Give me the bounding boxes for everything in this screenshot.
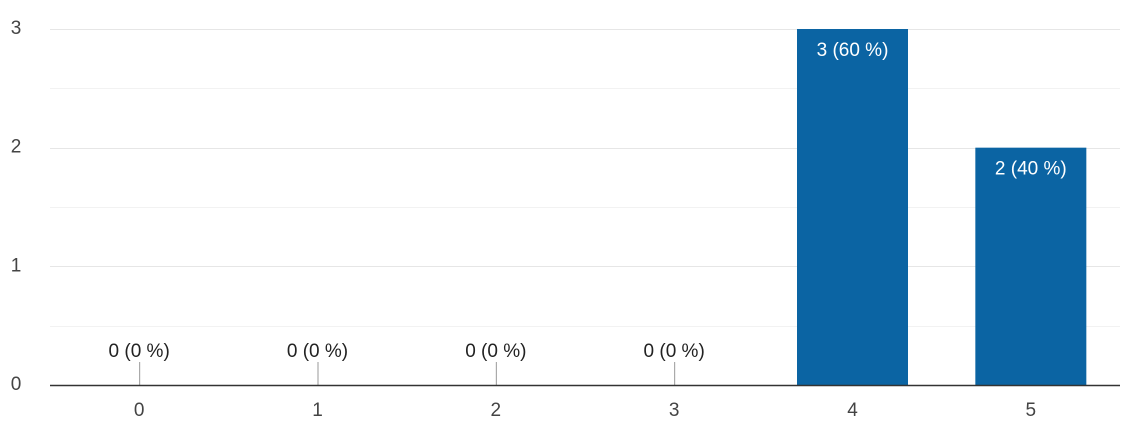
- bar-value-label: 0 (0 %): [109, 341, 170, 362]
- y-tick-label: 3: [11, 18, 22, 39]
- bar: [975, 147, 1087, 385]
- y-tick-label: 1: [11, 255, 22, 276]
- bar-value-label: 0 (0 %): [465, 341, 526, 362]
- bar-value-label: 3 (60 %): [817, 40, 889, 61]
- x-tick-label: 5: [1026, 400, 1037, 421]
- x-axis-ticks: 0 1 2 3 4 5: [134, 400, 1036, 421]
- x-tick-label: 1: [312, 400, 323, 421]
- y-tick-label: 0: [11, 374, 22, 395]
- y-axis-ticks: 0 1 2 3: [11, 18, 22, 395]
- bar-value-label: 0 (0 %): [644, 341, 705, 362]
- bars: [797, 29, 1087, 385]
- y-tick-label: 2: [11, 137, 22, 158]
- bar: [797, 29, 908, 385]
- x-tick-label: 2: [491, 400, 502, 421]
- x-tick-label: 0: [134, 400, 145, 421]
- gridlines: [50, 29, 1120, 327]
- bar-value-label: 0 (0 %): [287, 341, 348, 362]
- x-tick-label: 3: [669, 400, 680, 421]
- x-tick-label: 4: [847, 400, 858, 421]
- bar-value-label: 2 (40 %): [995, 159, 1067, 180]
- data-labels: 0 (0 %) 0 (0 %) 0 (0 %) 0 (0 %) 3 (60 %) 2 (4…: [109, 40, 1067, 362]
- zero-value-markers: [139, 362, 676, 385]
